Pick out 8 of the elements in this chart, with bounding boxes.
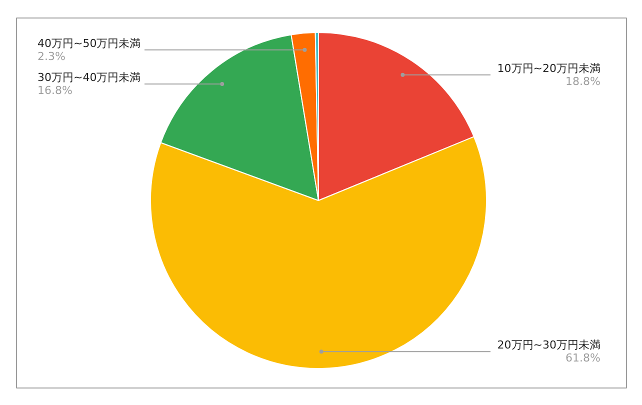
data-label: 61.8% xyxy=(566,352,601,365)
slice-label: 20万円~30万円未満 xyxy=(497,338,601,352)
slice-label: 30万円~40万円未満 xyxy=(38,71,141,84)
slice-label: 40万円~50万円未満 xyxy=(38,36,141,50)
data-label: 18.8% xyxy=(566,74,601,88)
data-label: 2.3% xyxy=(38,50,66,63)
slice-label: 10万円~20万円未満 xyxy=(497,62,601,75)
data-label: 16.8% xyxy=(38,84,72,97)
